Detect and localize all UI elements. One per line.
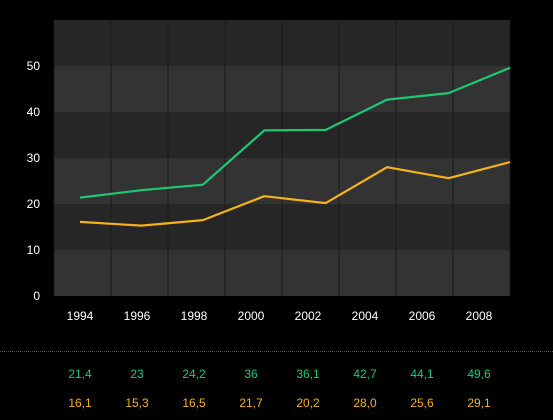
table-divider: [0, 351, 553, 352]
data-label: 42,7: [353, 367, 377, 381]
data-table-row-series-2: 16,1 15,3 16,5 21,7 20,2 28,0 25,6 29,1: [0, 396, 553, 412]
data-label: 15,3: [125, 396, 149, 410]
data-label: 28,0: [353, 396, 377, 410]
data-label: 21,7: [239, 396, 263, 410]
y-tick-label: 20: [27, 197, 41, 211]
x-tick-label: 2000: [238, 309, 265, 323]
data-label: 25,6: [410, 396, 434, 410]
data-label: 16,1: [68, 396, 92, 410]
line-chart: 0 10 20 30 40 50 1994 1996 1998 2000 2002 2004 2006…: [27, 20, 511, 323]
series-line-1: [79, 66, 511, 199]
x-axis-ticks: 1994 1996 1998 2000 2002 2004 2006 2008: [67, 309, 493, 323]
x-tick-label: 2008: [466, 309, 493, 323]
data-label: 16,5: [182, 396, 206, 410]
data-label: 20,2: [296, 396, 320, 410]
x-tick-label: 1996: [124, 309, 151, 323]
data-label: 21,4: [68, 367, 92, 381]
y-tick-label: 0: [33, 289, 40, 303]
data-label: 44,1: [410, 367, 434, 381]
vertical-gridlines: [53, 20, 511, 296]
x-tick-label: 1994: [67, 309, 94, 323]
series-layer: [79, 66, 511, 227]
data-label: 36: [244, 367, 258, 381]
x-tick-label: 1998: [181, 309, 208, 323]
y-tick-label: 50: [27, 59, 41, 73]
data-label: 23: [130, 367, 144, 381]
x-tick-label: 2006: [409, 309, 436, 323]
x-tick-label: 2004: [352, 309, 379, 323]
y-axis-ticks: 0 10 20 30 40 50: [27, 59, 41, 303]
series-line-2: [79, 161, 511, 227]
x-tick-label: 2002: [295, 309, 322, 323]
y-tick-label: 30: [27, 151, 41, 165]
data-table-row-series-1: 21,4 23 24,2 36 36,1 42,7 44,1 49,6: [0, 367, 553, 383]
data-label: 29,1: [467, 396, 491, 410]
data-label: 36,1: [296, 367, 320, 381]
data-label: 49,6: [467, 367, 491, 381]
data-label: 24,2: [182, 367, 206, 381]
y-tick-label: 40: [27, 105, 41, 119]
y-tick-label: 10: [27, 243, 41, 257]
